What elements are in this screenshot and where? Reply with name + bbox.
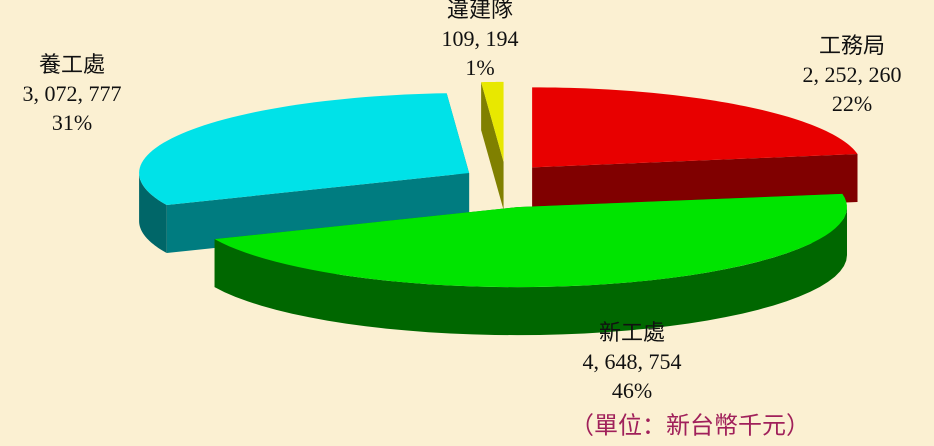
slice-label: 新工處 <box>599 320 665 345</box>
slice-side <box>166 173 470 254</box>
slice-wall <box>214 207 847 336</box>
slice-top <box>139 93 470 206</box>
slice-label: 工務局 <box>819 33 885 58</box>
pie-slice <box>481 81 504 210</box>
value-label: 109, 194 <box>442 26 519 51</box>
percent-label: 1% <box>465 55 494 80</box>
pie-slice <box>139 93 470 254</box>
slice-top <box>532 87 858 168</box>
slice-top <box>214 193 847 288</box>
percent-label: 22% <box>832 91 872 116</box>
slice-label: 養工處 <box>39 52 105 77</box>
slice-wall <box>139 173 167 254</box>
slice-label: 違建隊 <box>447 0 513 22</box>
slice-top <box>481 81 504 162</box>
unit-note: （單位：新台幣千元） <box>570 413 810 440</box>
percent-label: 46% <box>612 378 652 403</box>
slice-side <box>481 82 504 210</box>
pie-slice <box>214 193 847 336</box>
value-label: 3, 072, 777 <box>23 81 122 106</box>
value-label: 4, 648, 754 <box>583 349 682 374</box>
percent-label: 31% <box>52 110 92 135</box>
value-label: 2, 252, 260 <box>803 62 902 87</box>
